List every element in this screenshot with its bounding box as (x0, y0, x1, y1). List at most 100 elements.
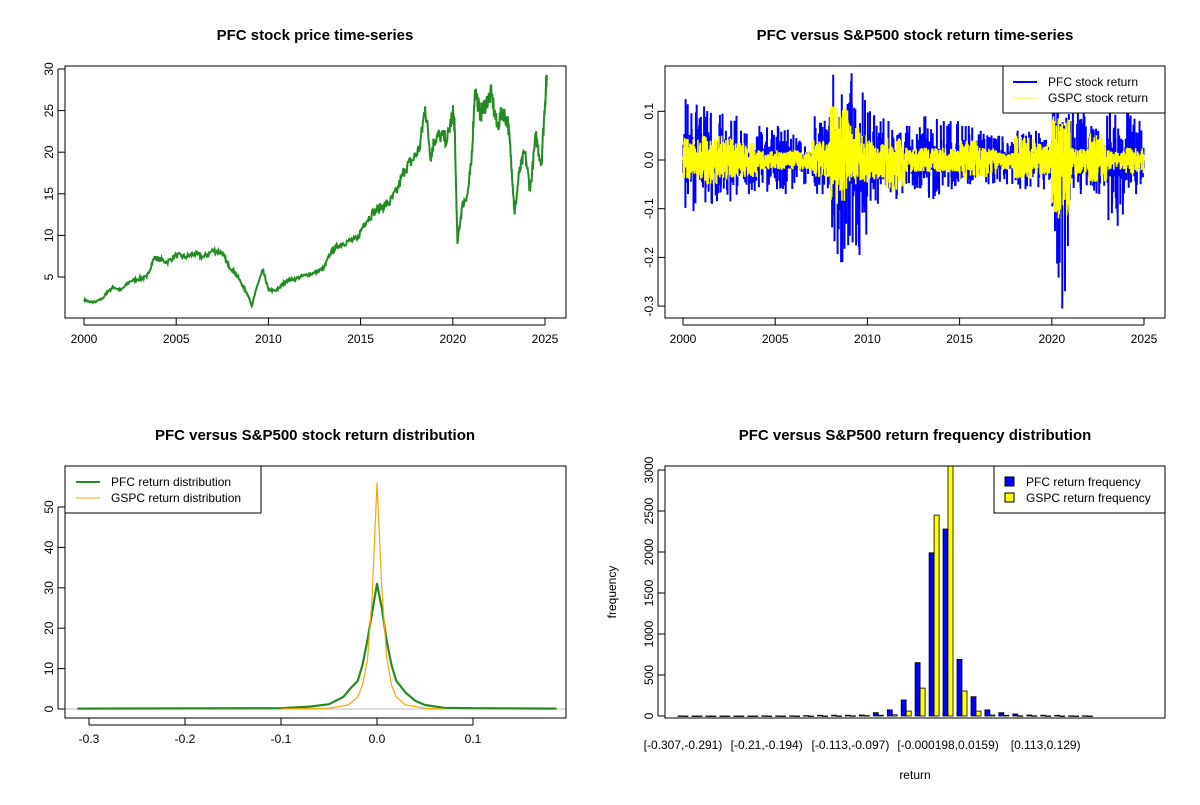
pfc-frequency-bar (1068, 715, 1075, 717)
chart-title: PFC stock price time-series (217, 27, 414, 44)
gspc-frequency-bar (975, 710, 982, 717)
x-tick-label: 2010 (854, 332, 881, 346)
x-tick-label: 2000 (71, 332, 98, 346)
gspc-frequency-bar (849, 715, 856, 717)
price-line (83, 74, 548, 309)
gspc-return-bars (756, 150, 776, 170)
pfc-density-line (77, 582, 557, 710)
gspc-frequency-bar (766, 715, 773, 717)
y-tick-label: 10 (42, 228, 56, 242)
gspc-density-line (280, 482, 445, 710)
gspc-return-bars (1051, 116, 1071, 219)
x-tick-label: [-0.307,-0.291) (644, 738, 723, 752)
x-tick-label: [-0.113,-0.097) (811, 738, 889, 752)
pfc-frequency-bar (775, 715, 781, 717)
gspc-return-bars (885, 138, 905, 192)
gspc-frequency-bar (863, 715, 870, 717)
gspc-return-bars (1069, 147, 1090, 175)
legend: PFC return distribution GSPC return dist… (64, 465, 262, 514)
legend-label: PFC return frequency (1026, 475, 1141, 489)
pfc-frequency-bar (691, 715, 698, 717)
gspc-return-bars (682, 138, 703, 180)
x-tick-label: -0.3 (79, 732, 100, 746)
legend-swatch-gspc (1004, 492, 1015, 503)
chart-title: PFC versus S&P500 stock return time-seri… (757, 27, 1074, 44)
y-tick-label: 25 (42, 104, 56, 118)
pfc-frequency-bar (831, 714, 837, 717)
x-tick-label: 0.0 (369, 732, 386, 746)
gspc-frequency-bar (724, 715, 731, 717)
pfc-frequency-bar (803, 715, 809, 717)
gspc-return-bars (995, 152, 1016, 170)
panel-histogram: PFC versus S&P500 return frequency distr… (605, 427, 1166, 782)
gspc-frequency-bar (1017, 715, 1024, 717)
x-tick-label: 2020 (1038, 332, 1065, 346)
y-tick-label: 40 (42, 540, 56, 554)
pfc-frequency-bar (761, 715, 768, 717)
gspc-frequency-bar (738, 715, 745, 717)
x-tick-label: [-0.21,-0.194) (731, 738, 803, 752)
plot-frame (664, 465, 1166, 719)
x-tick-label: -0.1 (271, 732, 292, 746)
pfc-frequency-bar (956, 658, 963, 717)
pfc-frequency-bar (1026, 714, 1033, 717)
plot-frame (64, 65, 567, 319)
gspc-frequency-bar (1031, 715, 1038, 717)
gspc-frequency-bar (877, 714, 884, 717)
gspc-return-bars (1106, 150, 1127, 170)
legend-box (993, 465, 1166, 514)
pfc-frequency-bar (733, 715, 740, 717)
pfc-frequency-bar (998, 712, 1005, 717)
gspc-frequency-bar (780, 715, 786, 717)
y-tick-label: 0.0 (642, 151, 656, 168)
pfc-frequency-bar (886, 709, 893, 717)
gspc-frequency-bar (682, 715, 689, 717)
gspc-return-bars (811, 140, 832, 177)
x-tick-label: 2005 (163, 332, 190, 346)
axes: 0 500 1000 1500 2000 2500 3000 [-0.307,-0.291) [… (642, 456, 1081, 752)
x-tick-label: [0.113,0.129) (1011, 738, 1081, 752)
gspc-frequency-bar (961, 690, 968, 717)
x-tick-label: [-0.000198,0.0159) (897, 738, 998, 752)
y-tick-label: 2000 (642, 538, 656, 565)
plot-frame (664, 65, 1166, 319)
gspc-frequency-bar (1087, 715, 1093, 717)
gspc-return-bars (958, 140, 979, 180)
x-tick-label: 0.1 (465, 732, 482, 746)
x-tick-label: 2000 (670, 332, 697, 346)
legend-label: GSPC stock return (1048, 91, 1148, 105)
legend-label: GSPC return distribution (111, 491, 241, 505)
gspc-return-bars (719, 135, 739, 180)
y-tick-label: 0 (642, 712, 656, 719)
y-tick-label: 30 (42, 581, 56, 595)
gspc-return-bars (1032, 143, 1053, 175)
x-tick-label: -0.2 (175, 732, 196, 746)
y-tick-label: 20 (42, 145, 56, 159)
gspc-frequency-bar (1059, 715, 1066, 717)
y-axis-label: frequency (605, 566, 619, 619)
pfc-frequency-bar (677, 715, 684, 717)
gspc-frequency-bar (696, 715, 703, 717)
y-tick-label: 50 (42, 500, 56, 514)
chart-title: PFC versus S&P500 return frequency distr… (739, 427, 1092, 444)
legend-box (1002, 65, 1166, 114)
pfc-frequency-bar (789, 715, 795, 717)
gspc-return-bars (700, 135, 721, 185)
y-tick-label: 3000 (642, 456, 656, 483)
y-tick-label: 500 (642, 665, 656, 685)
legend-label: PFC stock return (1048, 75, 1138, 89)
y-tick-label: 1500 (642, 579, 656, 606)
y-tick-label: 0.1 (642, 103, 656, 120)
panel-returns: PFC versus S&P500 stock return time-seri… (642, 27, 1166, 346)
pfc-frequency-bar (928, 552, 935, 717)
x-tick-label: 2025 (1131, 332, 1158, 346)
pfc-frequency-bar (970, 696, 977, 717)
pfc-frequency-bar (817, 714, 823, 717)
gspc-return-bars (1014, 135, 1034, 180)
pfc-frequency-bar (914, 662, 921, 717)
pfc-frequency-bar (747, 715, 754, 717)
gspc-frequency-bar (933, 514, 940, 717)
x-axis-label: return (899, 768, 930, 782)
pfc-frequency-bar (1054, 714, 1061, 717)
